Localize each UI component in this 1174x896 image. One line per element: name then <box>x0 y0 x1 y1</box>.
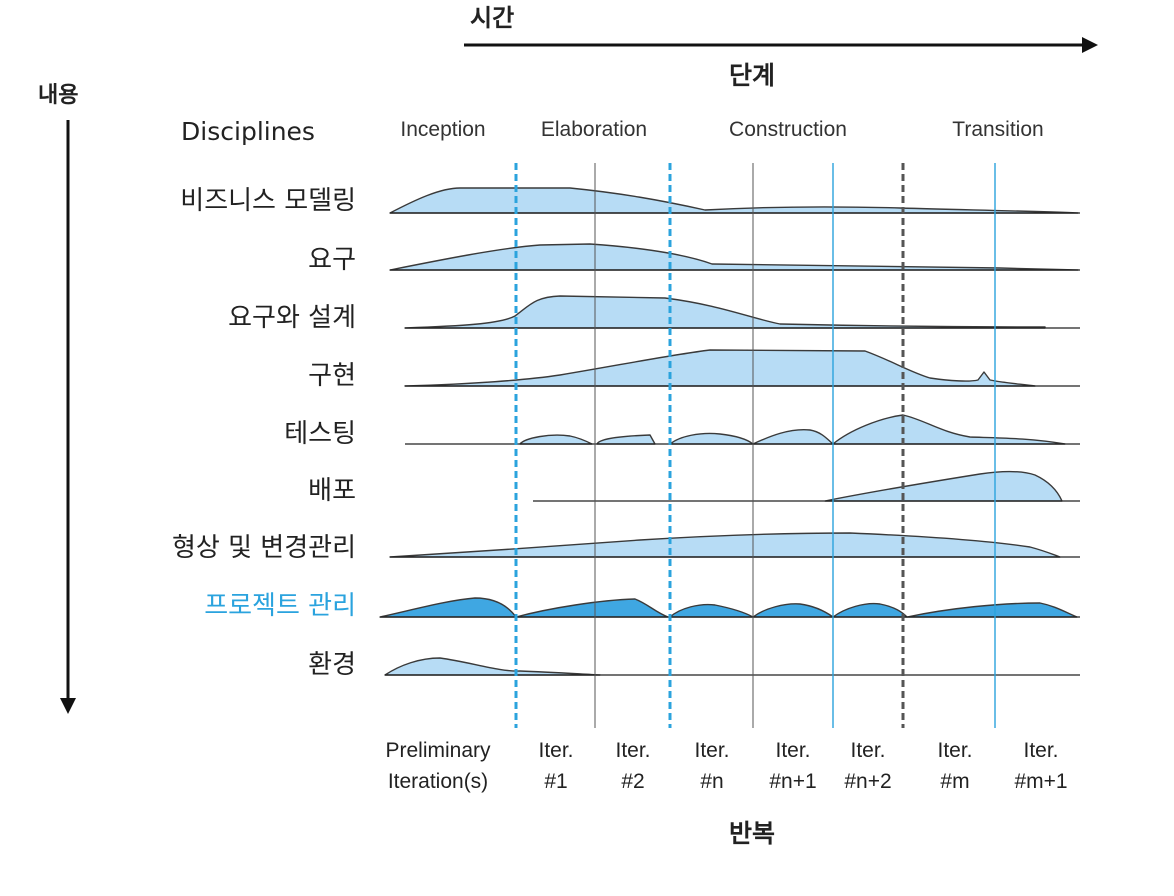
disciplines-heading: Disciplines <box>181 117 315 146</box>
area-testing-4 <box>752 428 834 445</box>
discipline-requirements: 요구 <box>308 245 356 275</box>
phase-inception: Inception <box>400 118 485 141</box>
iteration-1-line2: #1 <box>544 770 567 793</box>
iteration-m1-line1: Iter. <box>1023 739 1058 762</box>
area-project-management-1 <box>379 597 517 618</box>
discipline-labels: 비즈니스 모델링 요구 요구와 설계 구현 테스팅 배포 형상 및 변경관리 프… <box>172 186 356 680</box>
workload-areas <box>379 187 1080 676</box>
area-testing-5 <box>832 414 1066 445</box>
discipline-analysis-design: 요구와 설계 <box>228 303 356 333</box>
area-testing-2 <box>596 434 656 445</box>
iteration-1-line1: Iter. <box>538 739 573 762</box>
area-project-management-2 <box>515 598 669 618</box>
iteration-preliminary-line1: Preliminary <box>385 739 491 762</box>
discipline-testing: 테스팅 <box>284 419 356 449</box>
area-environment <box>384 657 601 676</box>
iteration-n2-line1: Iter. <box>850 739 885 762</box>
discipline-deployment: 배포 <box>308 476 356 506</box>
discipline-environment: 환경 <box>308 650 356 680</box>
iteration-n-line1: Iter. <box>694 739 729 762</box>
area-project-management-6 <box>906 602 1078 618</box>
iteration-separators <box>514 163 996 728</box>
discipline-business-modeling: 비즈니스 모델링 <box>180 186 356 216</box>
iteration-2-line2: #2 <box>621 770 644 793</box>
iteration-n-line2: #n <box>700 770 723 793</box>
time-arrow-head <box>1082 37 1098 53</box>
iteration-n2-line2: #n+2 <box>844 770 891 793</box>
area-project-management-4 <box>752 603 834 618</box>
iteration-heading: 반복 <box>729 819 775 848</box>
area-implementation <box>404 349 1036 387</box>
discipline-implementation: 구현 <box>308 361 356 391</box>
phase-transition: Transition <box>952 118 1043 141</box>
iteration-m1-line2: #m+1 <box>1014 770 1067 793</box>
area-analysis-design <box>404 295 1046 329</box>
area-project-management-5 <box>832 602 908 618</box>
phase-elaboration: Elaboration <box>541 118 647 141</box>
iteration-2-line1: Iter. <box>615 739 650 762</box>
area-project-management-3 <box>669 603 754 618</box>
iteration-preliminary-line2: Iteration(s) <box>388 770 488 793</box>
iteration-m-line1: Iter. <box>937 739 972 762</box>
area-deployment <box>824 470 1063 502</box>
iteration-n1-line2: #n+1 <box>769 770 816 793</box>
iteration-labels: Preliminary Iteration(s) Iter. #1 Iter. … <box>385 739 1067 793</box>
content-arrow-head <box>60 698 76 714</box>
area-config-change-mgmt <box>389 532 1061 558</box>
discipline-project-management: 프로젝트 관리 <box>204 591 356 621</box>
iteration-m-line2: #m <box>940 770 969 793</box>
phase-construction: Construction <box>729 118 847 141</box>
phase-heading: 단계 <box>729 61 775 90</box>
iteration-n1-line1: Iter. <box>775 739 810 762</box>
area-business-modeling <box>389 187 1079 214</box>
time-label: 시간 <box>470 4 514 32</box>
discipline-config-change-mgmt: 형상 및 변경관리 <box>172 533 356 563</box>
area-testing-3 <box>669 432 754 445</box>
area-requirements <box>389 243 1079 271</box>
content-label: 내용 <box>38 83 78 108</box>
area-testing-1 <box>519 434 593 445</box>
